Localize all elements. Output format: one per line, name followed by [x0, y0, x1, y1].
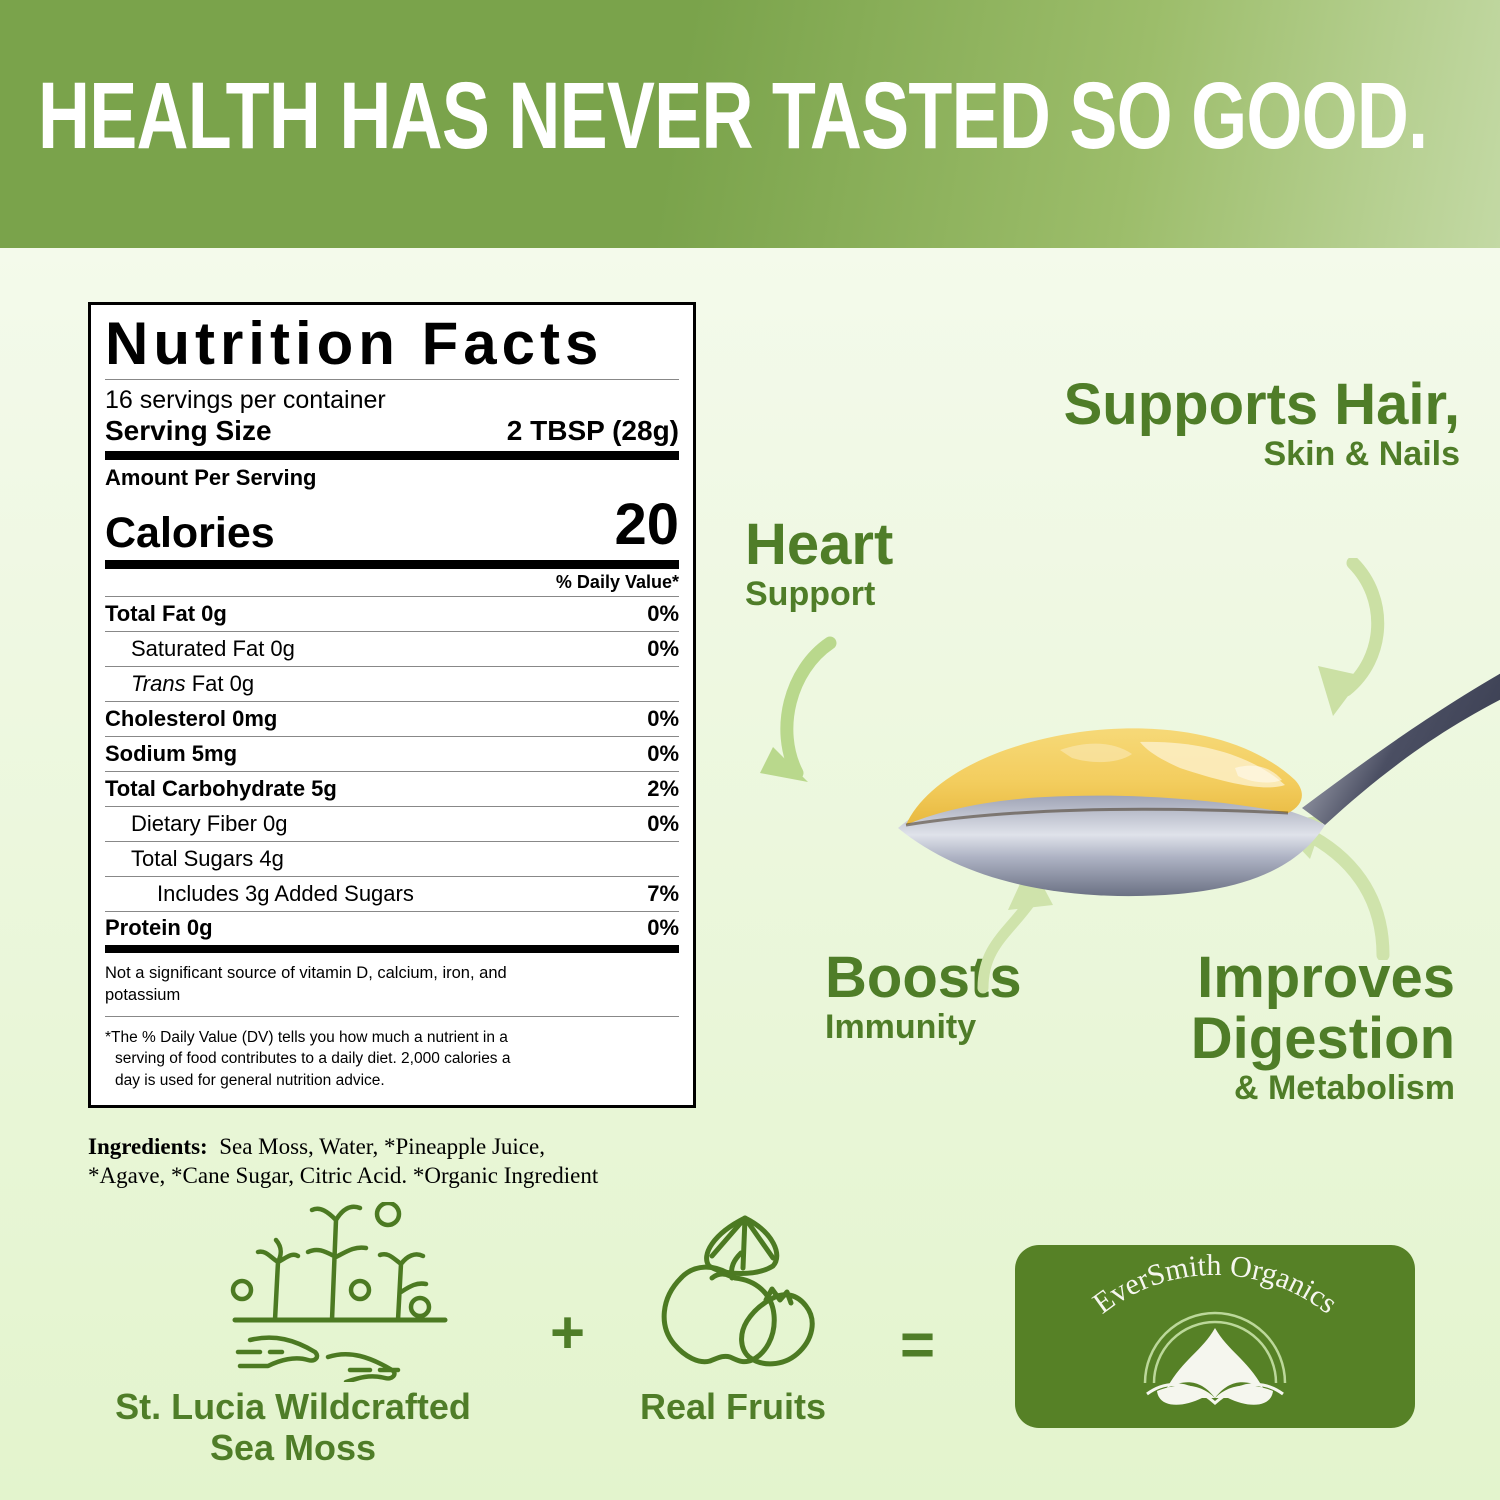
- svg-text:EverSmith Organics: EverSmith Organics: [1087, 1249, 1344, 1320]
